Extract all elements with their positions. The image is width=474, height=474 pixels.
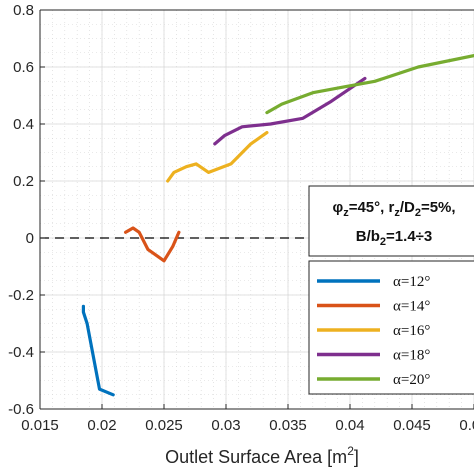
x-tick-label: 0.045 bbox=[393, 417, 431, 434]
y-tick-label: 0.6 bbox=[13, 59, 34, 76]
series-line-2 bbox=[123, 226, 181, 263]
x-axis-label-end: ] bbox=[354, 447, 359, 467]
series-line-5 bbox=[265, 53, 474, 115]
y-tick-label: 0.4 bbox=[13, 116, 34, 133]
legend-label-3: α=16° bbox=[393, 323, 430, 339]
annotation-phi-sub: z bbox=[343, 207, 349, 219]
legend-label-2: α=14° bbox=[393, 299, 430, 315]
annotation-ratio: =1.4÷3 bbox=[386, 228, 432, 245]
legend-frame bbox=[308, 260, 474, 395]
series-layer bbox=[81, 53, 474, 397]
x-tick-label: 0.05 bbox=[459, 417, 474, 434]
y-tick-labels: -0.6 -0.4 -0.2 0 0.2 0.4 0.6 0.8 bbox=[8, 2, 34, 418]
series-line-1 bbox=[81, 304, 115, 397]
annotation-frame bbox=[308, 185, 474, 257]
annotation-eq1: =45°, r bbox=[349, 199, 395, 216]
y-tick-label: 0.8 bbox=[13, 2, 34, 19]
legend-items: α=12° α=14° α=16° α=18° α=20° bbox=[317, 274, 430, 388]
series-line-3 bbox=[166, 131, 269, 183]
annotation-d-sub: 2 bbox=[415, 207, 421, 219]
annotation-box: φz=45°, rz/D2=5%, B/b2=1.4÷3 bbox=[308, 185, 474, 257]
legend-label-4: α=18° bbox=[393, 348, 430, 364]
y-tick-label: 0 bbox=[26, 230, 34, 247]
x-axis-label-superscript: 2 bbox=[347, 444, 354, 458]
y-tick-label: -0.6 bbox=[8, 401, 34, 418]
annotation-eq2: =5%, bbox=[421, 199, 456, 216]
annotation-rz-sub: z bbox=[394, 207, 400, 219]
x-tick-labels: 0.015 0.02 0.025 0.03 0.035 0.04 0.045 0.05 bbox=[21, 417, 474, 434]
x-axis-label-main: Outlet Surface Area [m bbox=[165, 447, 347, 467]
annotation-b: B/b bbox=[356, 228, 380, 245]
annotation-d: /D bbox=[400, 199, 415, 216]
annotation-line-1: φz=45°, rz/D2=5%, bbox=[332, 199, 455, 219]
annotation-line-2: B/b2=1.4÷3 bbox=[356, 228, 432, 248]
x-tick-label: 0.035 bbox=[269, 417, 307, 434]
x-tick-label: 0.02 bbox=[87, 417, 116, 434]
x-axis-label: Outlet Surface Area [m2] bbox=[165, 444, 359, 467]
x-tick-label: 0.03 bbox=[211, 417, 240, 434]
x-tick-label: 0.025 bbox=[145, 417, 183, 434]
legend-label-1: α=12° bbox=[393, 274, 430, 290]
series-line-4 bbox=[213, 76, 367, 146]
legend-label-5: α=20° bbox=[393, 372, 430, 388]
annotation-b-sub: 2 bbox=[380, 236, 386, 248]
x-tick-label: 0.015 bbox=[21, 417, 59, 434]
legend: α=12° α=14° α=16° α=18° α=20° bbox=[308, 260, 474, 395]
y-tick-label: -0.2 bbox=[8, 287, 34, 304]
y-tick-label: -0.4 bbox=[8, 344, 34, 361]
tick-marks bbox=[39, 9, 474, 410]
x-tick-label: 0.04 bbox=[335, 417, 364, 434]
y-tick-label: 0.2 bbox=[13, 173, 34, 190]
annotation-phi: φ bbox=[332, 199, 343, 216]
